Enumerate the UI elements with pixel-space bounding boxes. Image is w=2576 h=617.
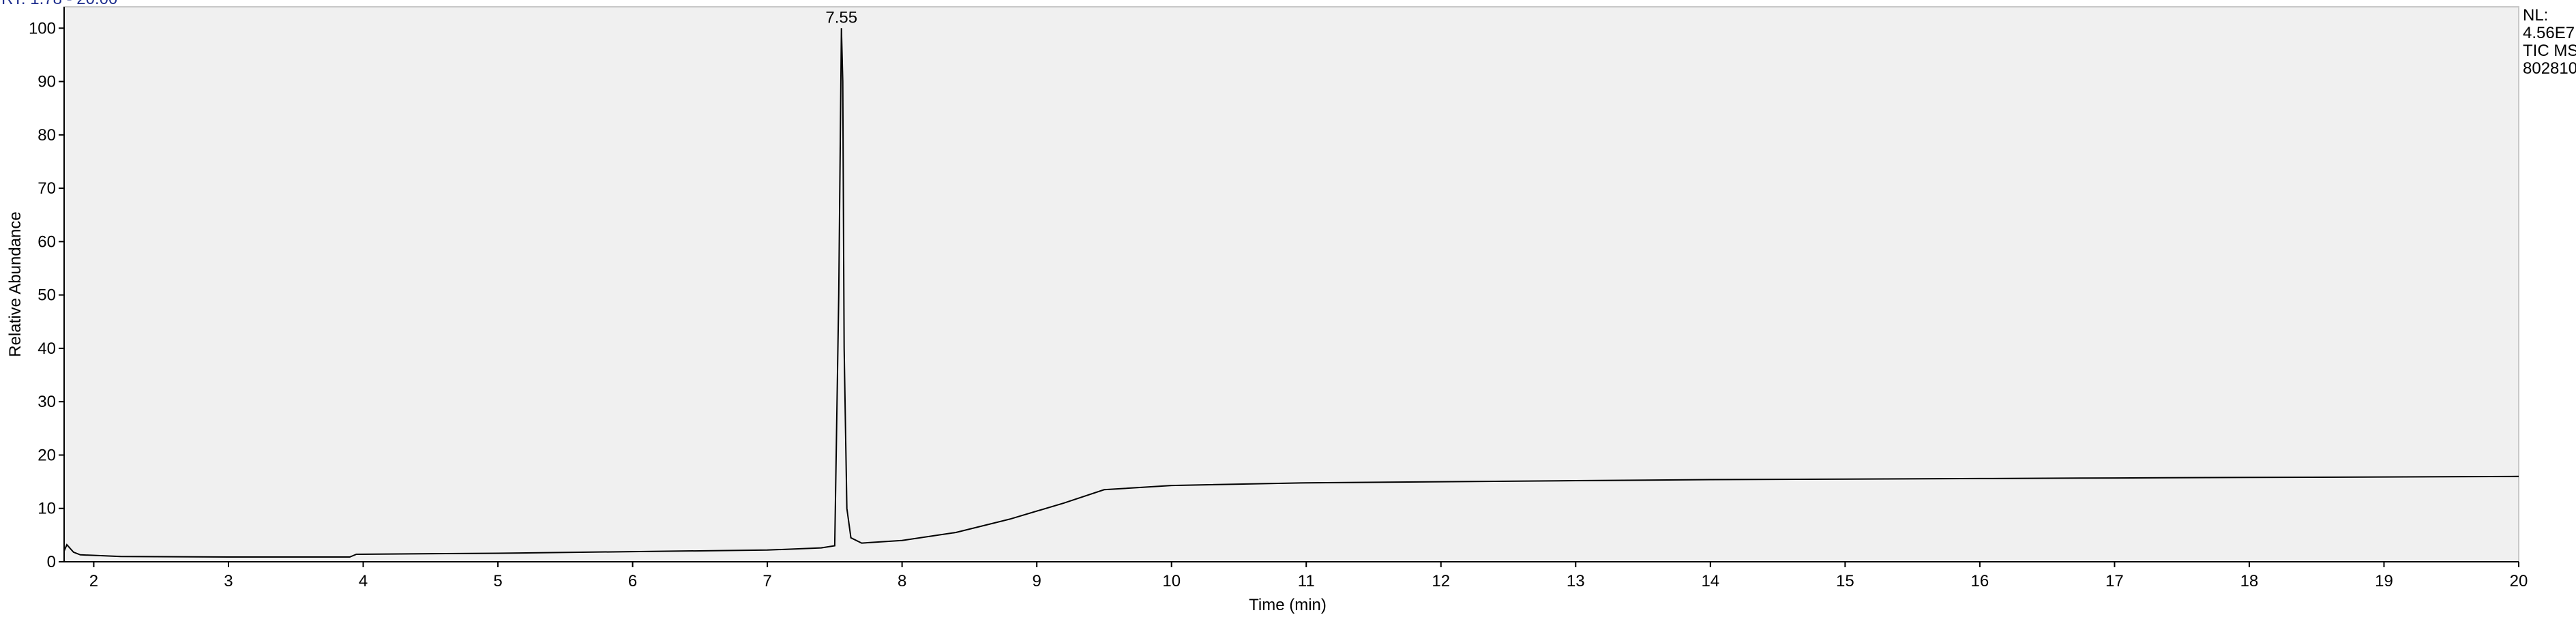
y-tick-label: 60 (38, 232, 56, 251)
x-tick-label: 12 (1432, 572, 1450, 590)
x-tick-label: 15 (1836, 572, 1854, 590)
x-tick-label: 13 (1567, 572, 1585, 590)
x-tick-label: 18 (2240, 572, 2259, 590)
x-tick-label: 6 (628, 572, 637, 590)
x-tick-label: 7 (763, 572, 771, 590)
y-tick-label: 10 (38, 500, 56, 518)
y-tick-label: 100 (29, 19, 56, 37)
x-tick-label: 16 (1971, 572, 1989, 590)
y-tick-label: 30 (38, 393, 56, 411)
y-tick-label: 0 (47, 553, 56, 571)
info-line: 802810 (2523, 59, 2576, 78)
x-tick-label: 10 (1162, 572, 1181, 590)
x-tick-label: 4 (359, 572, 368, 590)
x-tick-label: 20 (2510, 572, 2528, 590)
y-tick-label: 50 (38, 286, 56, 305)
info-line: NL: (2523, 6, 2548, 25)
x-axis-title: Time (min) (1249, 596, 1327, 614)
x-tick-label: 14 (1701, 572, 1719, 590)
plot-area (63, 6, 2519, 562)
y-tick-label: 70 (38, 179, 56, 198)
peak-label: 7.55 (825, 8, 857, 27)
x-tick-label: 9 (1032, 572, 1041, 590)
x-tick-label: 19 (2375, 572, 2393, 590)
x-tick-label: 5 (493, 572, 502, 590)
info-line: TIC MS (2523, 42, 2576, 60)
x-tick-label: 17 (2105, 572, 2124, 590)
x-tick-label: 2 (89, 572, 98, 590)
y-axis-title: Relative Abundance (6, 211, 25, 357)
y-tick-label: 90 (38, 73, 56, 91)
y-tick-label: 40 (38, 340, 56, 358)
info-line: 4.56E7 (2523, 24, 2575, 42)
range-label: RT: 1.78 - 20.00 (1, 0, 117, 8)
x-tick-label: 11 (1298, 572, 1315, 590)
x-tick-label: 8 (898, 572, 906, 590)
trace (63, 28, 2519, 558)
y-tick-label: 80 (38, 126, 56, 145)
x-tick-label: 3 (224, 572, 233, 590)
y-tick-label: 20 (38, 446, 56, 464)
